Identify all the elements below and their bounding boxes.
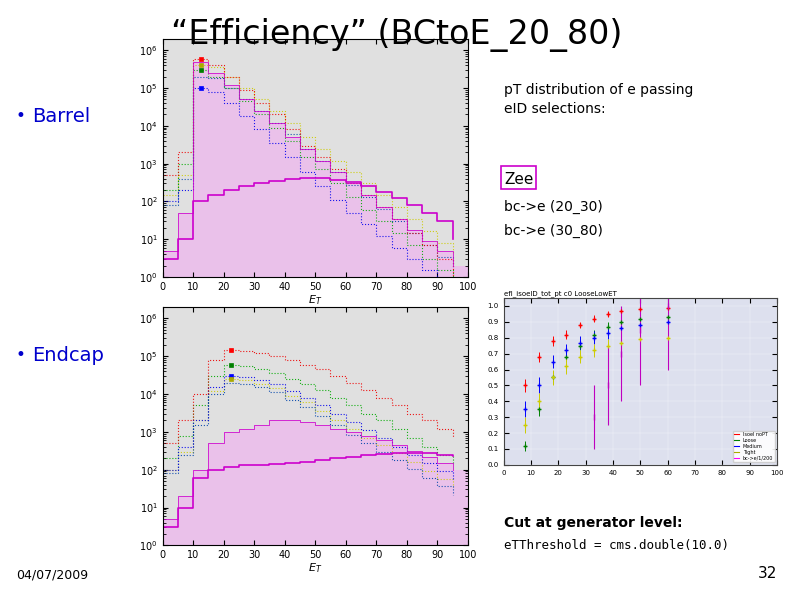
Legend: Isoel noPT, Loose, Medium, Tight, bc->e/1/200: Isoel noPT, Loose, Medium, Tight, bc->e/… [733,431,775,462]
X-axis label: $E_T$: $E_T$ [308,293,322,307]
Text: efI_isoeID_tot_pt c0 LooseLowET: efI_isoeID_tot_pt c0 LooseLowET [504,290,616,297]
Text: •: • [16,346,25,364]
Text: eTThreshold = cms.double(10.0): eTThreshold = cms.double(10.0) [504,539,729,552]
Text: bc->e (20_30): bc->e (20_30) [504,200,603,214]
Text: Cut at generator level:: Cut at generator level: [504,516,682,529]
Text: pT distribution of e passing
eID selections:: pT distribution of e passing eID selecti… [504,83,693,116]
X-axis label: $E_T$: $E_T$ [308,561,322,575]
Text: Endcap: Endcap [32,346,104,365]
Text: “Efficiency” (BCtoE_20_80): “Efficiency” (BCtoE_20_80) [170,18,623,52]
Text: Zee: Zee [504,172,534,187]
Text: Barrel: Barrel [32,107,90,126]
Text: •: • [16,107,25,125]
Text: 32: 32 [758,566,777,581]
Text: 04/07/2009: 04/07/2009 [16,568,88,581]
Bar [501,166,536,190]
Text: bc->e (30_80): bc->e (30_80) [504,224,603,238]
